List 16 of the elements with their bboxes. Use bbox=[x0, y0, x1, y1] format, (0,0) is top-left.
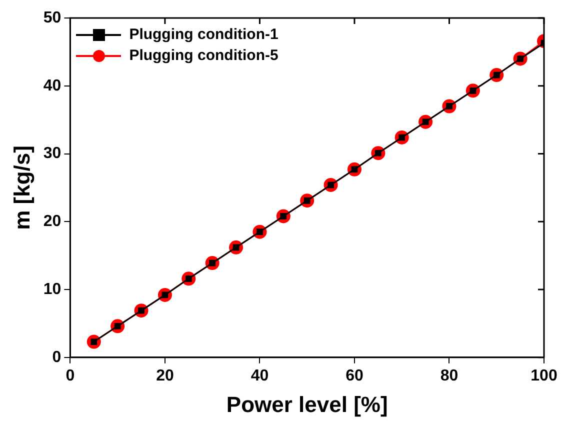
x-axis-title: Power level [%] bbox=[226, 392, 388, 417]
y-tick-label: 40 bbox=[43, 77, 62, 94]
y-axis-title: m [kg/s] bbox=[9, 146, 34, 230]
legend-label: Plugging condition-1 bbox=[129, 26, 278, 43]
legend-label: Plugging condition-5 bbox=[129, 47, 278, 64]
y-tick-label: 10 bbox=[43, 280, 62, 298]
x-tick-label: 0 bbox=[66, 367, 75, 384]
x-tick-label: 40 bbox=[250, 367, 269, 384]
x-tick-label: 20 bbox=[156, 367, 174, 384]
x-tick-label: 60 bbox=[346, 367, 364, 384]
x-tick-label: 80 bbox=[440, 367, 458, 384]
y-tick-label: 30 bbox=[43, 145, 62, 162]
y-tick-label: 20 bbox=[43, 213, 62, 230]
y-tick-label: 50 bbox=[43, 9, 62, 26]
y-tick-label: 0 bbox=[52, 348, 62, 366]
x-tick-label: 100 bbox=[530, 367, 558, 384]
